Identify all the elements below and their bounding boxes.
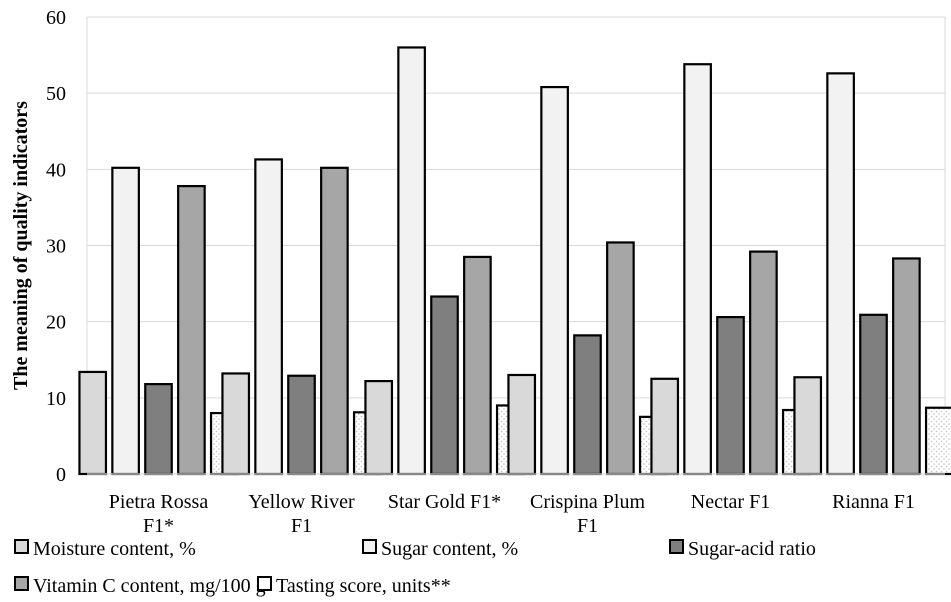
y-tick-label: 0 [56, 464, 66, 486]
bar [254, 158, 283, 476]
y-tick-label: 60 [46, 7, 66, 29]
x-tick-label: Crispina Plum [530, 491, 645, 513]
bar [463, 255, 492, 476]
bar [573, 334, 602, 476]
x-tick-label: Nectar F1 [691, 491, 770, 513]
legend-label: Sugar content, % [381, 538, 518, 560]
x-tick-label: Yellow River [248, 491, 355, 513]
y-tick-label: 20 [46, 312, 66, 334]
x-tick-label: Rianna F1 [832, 491, 915, 513]
bar [826, 72, 855, 476]
bar [364, 379, 394, 476]
bar [606, 241, 635, 476]
bar [144, 383, 173, 476]
bar [320, 166, 349, 476]
bar [507, 373, 537, 476]
bar [111, 166, 140, 476]
bar [924, 406, 951, 476]
legend-swatch [257, 576, 272, 591]
legend-label: Sugar-acid ratio [688, 538, 816, 560]
bar [221, 372, 251, 476]
legend-swatch [669, 539, 684, 554]
legend-label: Vitamin C content, mg/100 g [33, 575, 266, 597]
bars [78, 46, 951, 476]
y-tick-label: 50 [46, 83, 66, 105]
y-tick-label: 30 [46, 236, 66, 258]
bar [716, 315, 745, 476]
legend: Moisture content, % Sugar content, % Sugar… [14, 538, 816, 597]
bar [540, 85, 569, 476]
bar [793, 376, 823, 476]
y-tick-label: 10 [46, 388, 66, 410]
x-tick-label: Star Gold F1* [388, 491, 501, 513]
bar [650, 377, 680, 476]
legend-swatch [14, 576, 29, 591]
y-axis-label: The meaning of quality indicators [10, 101, 32, 390]
y-axis-tick-labels: 0 10 20 30 40 50 60 [46, 7, 66, 486]
legend-swatch [362, 539, 377, 554]
bar [749, 250, 778, 476]
bar [78, 370, 108, 476]
bar [683, 63, 712, 476]
legend-label: Moisture content, % [33, 538, 196, 560]
bar [287, 374, 316, 476]
bar [177, 184, 206, 476]
legend-swatch [14, 539, 29, 554]
legend-label: Tasting score, units** [276, 575, 451, 597]
bar [859, 313, 888, 476]
y-tick-label: 40 [46, 159, 66, 181]
bar [430, 295, 459, 476]
bar [892, 257, 921, 476]
x-tick-label: F1 [577, 515, 598, 537]
x-tick-label: F1* [143, 515, 174, 537]
bar [397, 46, 426, 476]
x-tick-label: F1 [291, 515, 312, 537]
x-tick-label: Pietra Rossa [109, 491, 209, 513]
